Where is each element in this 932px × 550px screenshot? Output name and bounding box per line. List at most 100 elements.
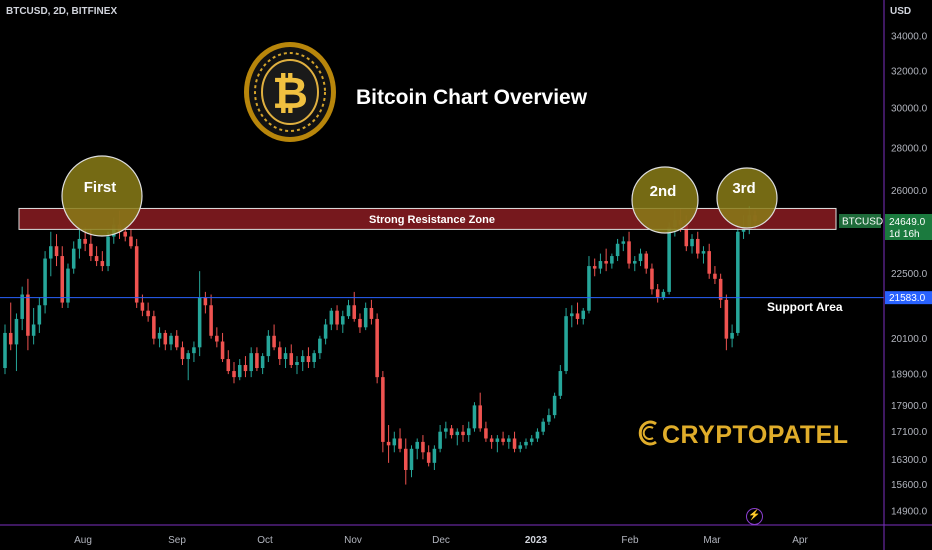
touch-circle-first: First <box>61 155 143 237</box>
brand-logo-icon <box>638 420 657 446</box>
price-tick-label: 28000.0 <box>891 143 928 154</box>
candle <box>329 307 334 331</box>
candle <box>152 310 156 345</box>
currency-label: USD <box>890 6 912 17</box>
time-tick-label: 2023 <box>525 535 548 546</box>
candle <box>255 347 259 372</box>
candle <box>14 313 19 372</box>
candle <box>375 313 379 384</box>
resistance-zone[interactable] <box>18 207 837 230</box>
time-tick-label: Sep <box>168 535 186 546</box>
price-tick-label: 18900.0 <box>891 370 928 381</box>
candle <box>713 266 717 285</box>
candle <box>3 324 7 375</box>
candle <box>421 435 425 460</box>
candle <box>398 428 402 453</box>
candle <box>129 229 133 249</box>
candle <box>134 238 139 308</box>
candle <box>478 392 482 432</box>
candle <box>341 310 345 333</box>
resistance-zone-label: Strong Resistance Zone <box>369 214 495 226</box>
support-price-value: 21583.0 <box>889 293 926 304</box>
candle <box>444 421 448 439</box>
candle <box>701 246 706 264</box>
candle <box>558 365 563 399</box>
brand-name: CRYPTOPATEL <box>662 421 849 449</box>
candle <box>495 435 500 453</box>
candle <box>507 435 511 449</box>
candle <box>157 327 162 348</box>
candle <box>650 263 654 295</box>
candle <box>552 392 557 419</box>
candle <box>604 248 608 272</box>
candle <box>300 350 305 372</box>
candle <box>8 302 13 351</box>
time-tick-label: Feb <box>621 535 639 546</box>
candle <box>644 251 648 274</box>
candle <box>587 256 591 314</box>
price-tick-label: 20100.0 <box>891 334 928 345</box>
time-tick-label: Dec <box>432 535 450 546</box>
svg-text:₿: ₿ <box>272 68 308 119</box>
candle <box>535 428 540 442</box>
candle <box>489 435 494 449</box>
candle <box>518 441 523 453</box>
candle <box>592 258 597 277</box>
candle <box>335 305 339 331</box>
candle <box>37 297 42 333</box>
chart-title: Bitcoin Chart Overview <box>356 86 588 109</box>
candle <box>363 302 368 331</box>
candle <box>346 299 351 319</box>
candle <box>598 253 603 274</box>
candle <box>203 291 208 314</box>
bitcoin-coin-icon: ₿ <box>244 42 336 142</box>
candle <box>432 445 437 470</box>
candles-group <box>3 206 757 485</box>
candle <box>358 313 362 333</box>
candle <box>695 231 700 259</box>
flash-icon[interactable]: ⚡ <box>746 508 763 525</box>
candle <box>169 332 173 351</box>
price-tick-label: 17100.0 <box>891 427 928 438</box>
candle <box>529 435 534 446</box>
candle <box>215 327 219 348</box>
candle <box>71 241 76 274</box>
price-axis[interactable]: 34000.032000.030000.028000.026000.024000… <box>891 32 928 518</box>
candle <box>106 231 110 272</box>
support-price-tag: 21583.0 <box>885 291 932 305</box>
candle <box>26 278 30 351</box>
candle <box>718 273 723 308</box>
candle <box>472 402 477 432</box>
candle <box>260 353 265 375</box>
ticker-name: BTCUSD <box>842 217 883 228</box>
candle <box>49 231 53 277</box>
candle <box>312 350 316 369</box>
candle <box>438 425 442 453</box>
candle <box>20 286 24 331</box>
price-tick-label: 32000.0 <box>891 66 928 77</box>
time-axis[interactable]: Aug Sep Oct Nov Dec 2023 Feb Mar Apr <box>74 535 808 546</box>
price-tick-label: 30000.0 <box>891 104 928 115</box>
candle <box>180 341 185 366</box>
candle <box>77 229 82 259</box>
price-tick-label: 22500.0 <box>891 269 928 280</box>
candle <box>323 318 328 345</box>
candle <box>655 284 660 303</box>
time-tick-label: Oct <box>257 535 273 546</box>
candle <box>278 341 282 366</box>
touch-label-second: 2nd <box>650 183 677 200</box>
candle <box>724 294 729 351</box>
price-tick-label: 34000.0 <box>891 32 928 43</box>
candle <box>306 347 311 369</box>
candle <box>31 307 36 345</box>
candle <box>66 263 70 308</box>
support-area-label: Support Area <box>767 300 843 314</box>
ticker-box: BTCUSD 24649.0 1d 16h <box>839 214 932 240</box>
candle <box>226 350 231 375</box>
price-tick-label: 14900.0 <box>891 507 928 518</box>
time-tick-label: Mar <box>703 535 721 546</box>
symbol-label[interactable]: BTCUSD, 2D, BITFINEX <box>6 6 118 17</box>
candle <box>638 248 643 267</box>
touch-circle-second: 2nd <box>631 166 699 234</box>
